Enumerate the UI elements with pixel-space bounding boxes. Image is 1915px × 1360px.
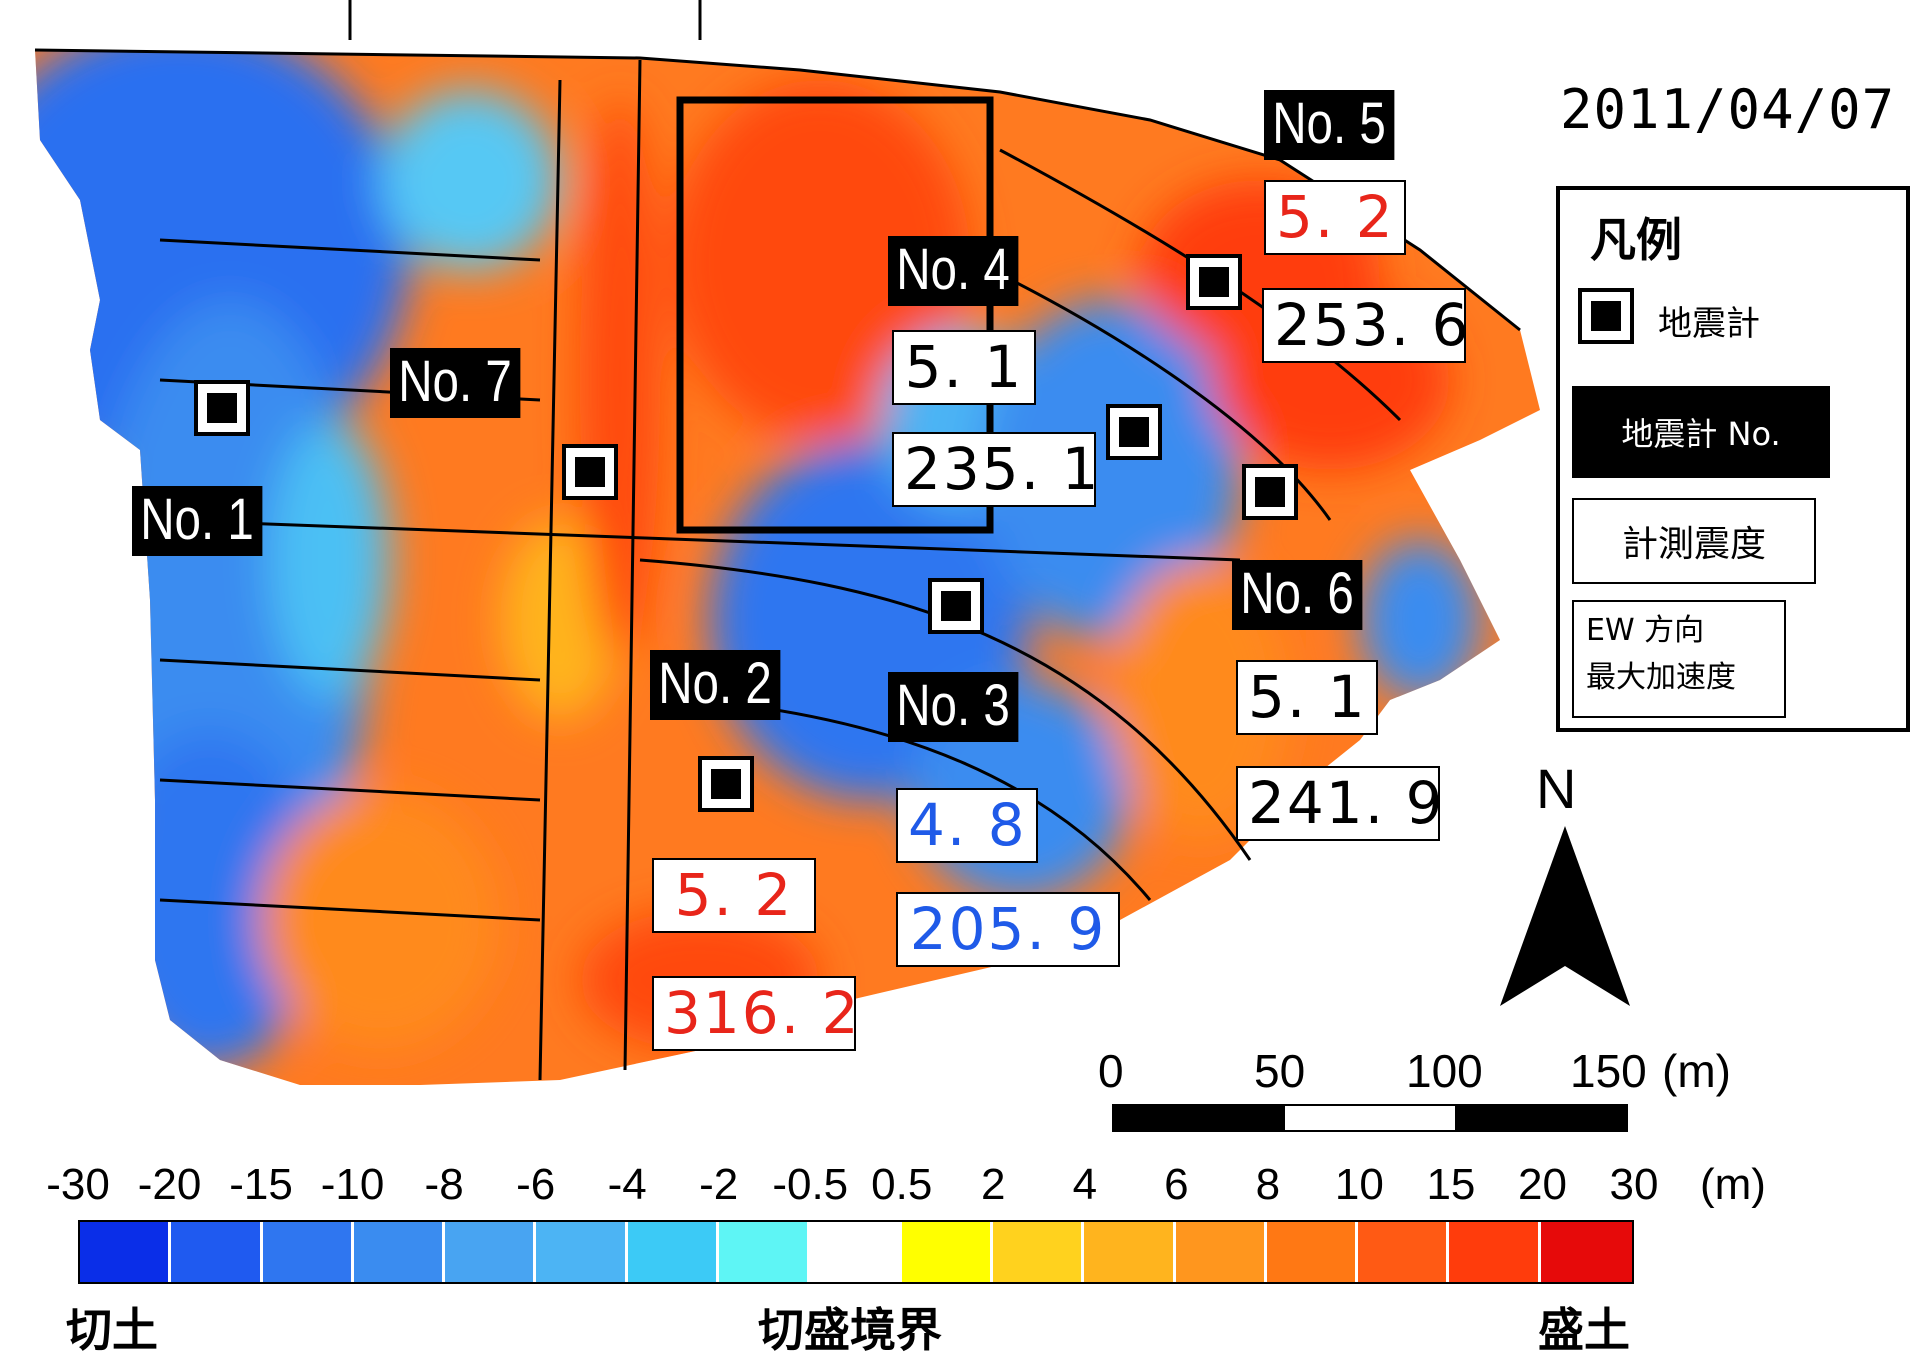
station-no6-label: No. 6: [1232, 560, 1363, 630]
station-no6-intensity: 5. 1: [1236, 660, 1378, 735]
date-label: 2011/04/07: [1560, 78, 1896, 141]
colorbar-segment: [536, 1222, 628, 1282]
colorbar-tick: -8: [424, 1160, 464, 1209]
station-no2-intensity: 5. 2: [652, 858, 816, 933]
colorbar-segment: [1540, 1222, 1633, 1282]
colorbar-segment: [353, 1222, 446, 1282]
colorbar-segment: [1084, 1222, 1176, 1282]
station-no4-intensity: 5. 1: [892, 330, 1036, 405]
legend-intensity: 計測震度: [1572, 498, 1816, 584]
scale-tick-0: 0: [1098, 1045, 1124, 1097]
scale-seg-3: [1455, 1106, 1627, 1130]
colorbar-segment: [171, 1222, 263, 1282]
sensor-no2: [698, 756, 754, 812]
station-no6-acceleration: 241. 9: [1236, 766, 1442, 841]
colorbar-tick: 8: [1255, 1160, 1281, 1209]
north-arrow-icon: [1500, 826, 1630, 1006]
colorbar-left-label: 切土: [66, 1303, 158, 1357]
station-no7-label: No. 7: [390, 348, 521, 418]
colorbar-unit: (m): [1700, 1160, 1766, 1209]
legend-acceleration: EW 方向 最大加速度: [1572, 600, 1786, 718]
colorbar-tick: 30: [1609, 1160, 1659, 1209]
colorbar-tick: 15: [1426, 1160, 1476, 1209]
colorbar-tick: 2: [981, 1160, 1006, 1209]
sensor-no3: [928, 578, 984, 634]
colorbar-segment: [1175, 1222, 1267, 1282]
colorbar-right-label: 盛土: [1538, 1303, 1630, 1357]
colorbar-segment: [262, 1222, 354, 1282]
colorbar-segment: [1449, 1222, 1541, 1282]
station-no3-label: No. 3: [888, 672, 1019, 742]
station-no4-acceleration: 235. 1: [892, 432, 1098, 507]
colorbar-tick: -30: [46, 1160, 110, 1209]
station-no5-acceleration: 253. 6: [1262, 288, 1468, 363]
station-no1-label: No. 1: [132, 486, 263, 556]
colorbar-tick: -20: [137, 1160, 202, 1209]
legend-panel: 凡例 地震計 地震計 No. 計測震度 EW 方向 最大加速度: [1556, 186, 1910, 732]
colorbar-tick: 6: [1164, 1160, 1189, 1209]
scale-seg-1: [1114, 1106, 1285, 1130]
sensor-no6: [1242, 464, 1298, 520]
station-no5-intensity: 5. 2: [1264, 180, 1406, 255]
sensor-no1: [194, 380, 250, 436]
colorbar-tick: -2: [699, 1160, 739, 1209]
station-no3-intensity: 4. 8: [896, 788, 1038, 863]
sensor-no4: [1106, 404, 1162, 460]
scale-tick-100: 100: [1406, 1045, 1483, 1097]
colorbar-segment: [810, 1222, 902, 1282]
legend-sensor-icon: [1578, 288, 1634, 344]
scale-seg-2: [1284, 1106, 1456, 1130]
colorbar-segment: [992, 1222, 1085, 1282]
colorbar-tick: -6: [516, 1160, 556, 1209]
station-no2-label: No. 2: [650, 650, 781, 720]
sensor-no5: [1186, 254, 1242, 310]
colorbar: [78, 1220, 1634, 1284]
station-no2-acceleration: 316. 2: [652, 976, 858, 1051]
north-label: N: [1536, 757, 1577, 820]
colorbar-tick: 20: [1517, 1160, 1567, 1209]
legend-acc-line1: EW 方向: [1586, 613, 1705, 648]
colorbar-segment: [1358, 1222, 1450, 1282]
station-no3-acceleration: 205. 9: [896, 892, 1120, 967]
scale-tick-150: 150: [1570, 1045, 1647, 1097]
scale-tick-50: 50: [1254, 1045, 1306, 1097]
colorbar-tick: 4: [1072, 1160, 1098, 1209]
colorbar-tick: -10: [320, 1160, 385, 1209]
colorbar-segment: [445, 1222, 537, 1282]
scale-bar: [1112, 1104, 1628, 1132]
legend-station-no: 地震計 No.: [1572, 386, 1830, 478]
colorbar-segment: [719, 1222, 811, 1282]
station-no5-label: No. 5: [1264, 90, 1395, 160]
colorbar-segment: [627, 1222, 720, 1282]
colorbar-segment: [80, 1222, 172, 1282]
colorbar-tick: -4: [607, 1160, 647, 1209]
colorbar-segment: [1266, 1222, 1359, 1282]
colorbar-tick: -15: [229, 1160, 293, 1209]
legend-sensor-label: 地震計: [1658, 304, 1760, 344]
scale-unit: (m): [1662, 1045, 1731, 1097]
colorbar-tick: 0.5: [871, 1160, 933, 1209]
colorbar-center-label: 切盛境界: [758, 1303, 942, 1357]
station-no4-label: No. 4: [888, 236, 1019, 306]
colorbar-tick: 10: [1334, 1160, 1384, 1209]
colorbar-segment: [901, 1222, 993, 1282]
legend-acc-line2: 最大加速度: [1586, 659, 1736, 695]
colorbar-tick: -0.5: [772, 1160, 849, 1209]
legend-title: 凡例: [1590, 213, 1682, 267]
sensor-no7: [562, 444, 618, 500]
